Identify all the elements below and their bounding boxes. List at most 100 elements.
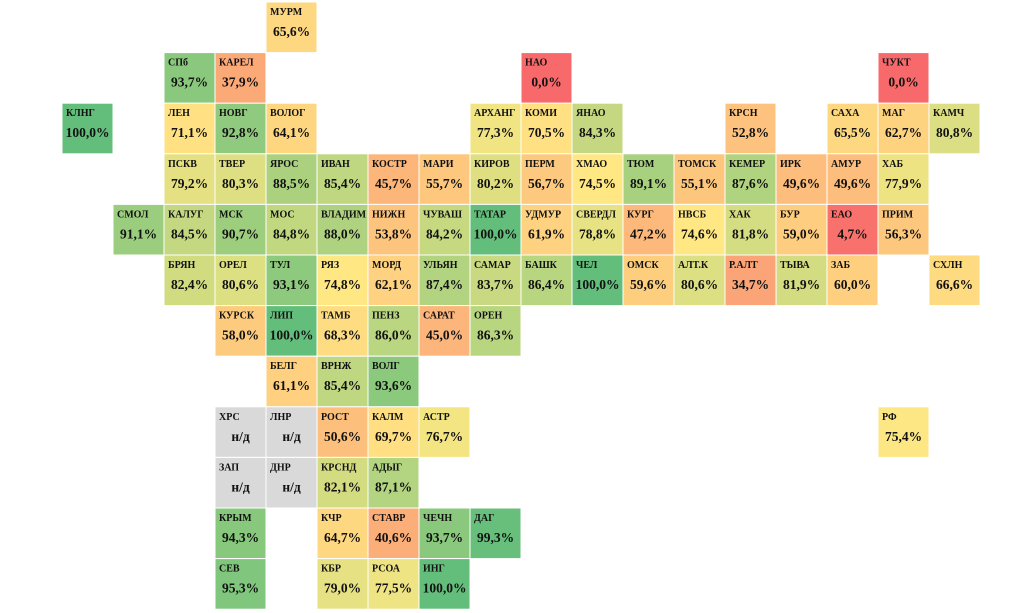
region-value: 93,1% [273,277,310,292]
region-value: 70,5% [528,125,565,140]
region-value: 79,0% [324,581,361,596]
region-label: ДНР [270,462,291,473]
region-tile [316,558,369,610]
region-label: КЧР [321,513,342,524]
region-label: АЛТ.К [678,260,709,271]
region-value: 95,3% [222,581,259,596]
region-label: МСК [219,209,244,220]
region-tile [214,558,267,610]
region-tile [571,254,624,307]
region-tile [418,406,471,458]
region-value: 81,8% [732,226,769,241]
region-tile [622,254,675,307]
region-value: 74,6% [681,226,718,241]
region-tile [673,203,726,256]
region-tile [622,203,675,256]
region-value: 100,0% [576,277,620,292]
region-tile [418,254,471,307]
region-label: ОРЕН [474,311,503,322]
region-label: ЗАБ [831,260,851,271]
region-value: 85,4% [324,176,361,191]
region-label: ВРНЖ [321,361,352,372]
region-tile [520,52,573,104]
region-label: РСОА [372,564,401,575]
region-value: 80,6% [222,277,259,292]
region-tile [775,153,828,205]
region-label: БУР [780,209,800,220]
region-value: н/д [231,429,250,444]
region-value: 100,0% [66,125,110,140]
region-value: 86,0% [375,328,412,343]
region-value: н/д [231,479,250,494]
region-label: КОМИ [525,108,557,119]
region-label: ДАГ [474,513,494,524]
region-tile [163,52,216,104]
region-tile [877,153,930,205]
region-label: ЕАО [831,209,852,220]
region-value: 56,3% [885,226,922,241]
region-value: 0,0% [888,75,918,90]
region-tile [316,153,369,205]
region-label: ТЮМ [627,159,655,170]
region-tile [826,254,879,307]
region-label: ХМАО [576,159,607,170]
region-tile [673,153,726,205]
region-label: КАЛУГ [168,209,204,220]
region-value: 74,8% [324,277,361,292]
region-tile [214,52,267,104]
region-tile [418,558,471,610]
region-value: 37,9% [222,75,259,90]
region-value: 66,6% [936,277,973,292]
region-label: АМУР [831,159,861,170]
region-tile [367,203,420,256]
region-value: 87,1% [375,479,412,494]
region-tile [724,153,777,205]
region-value: 80,2% [477,176,514,191]
region-label: КАРЕЛ [219,58,254,69]
region-label: ВОЛГ [372,361,400,372]
region-label: САМАР [474,260,511,271]
region-value: 84,2% [426,226,463,241]
region-value: 77,9% [885,176,922,191]
region-label: ЧУКТ [882,58,911,69]
region-label: ИРК [780,159,802,170]
region-tile [775,254,828,307]
region-tile [214,102,267,155]
region-label: СТАВР [372,513,405,524]
region-label: КЛНГ [66,108,95,119]
region-label: КОСТР [372,159,407,170]
region-label: МУРМ [270,7,303,18]
region-label: ПРИМ [882,209,914,220]
region-label: КРСНД [321,462,356,473]
region-tile [214,456,267,509]
region-value: 40,6% [375,530,412,545]
region-tile [265,1,318,54]
region-value: 50,6% [324,429,361,444]
region-tile [877,406,930,458]
region-tile [418,153,471,205]
region-label: ЗАП [219,462,239,473]
region-tile [469,102,522,155]
region-label: ЯНАО [576,108,606,119]
region-label: ЛИП [270,311,293,322]
region-tile [367,456,420,509]
region-tile [571,102,624,155]
region-value: 84,8% [273,226,310,241]
region-label: АСТР [423,412,450,423]
region-value: 64,1% [273,125,310,140]
region-tile [214,406,267,458]
region-tile [418,507,471,560]
region-value: 76,7% [426,429,463,444]
region-label: КЕМЕР [729,159,765,170]
region-value: 45,0% [426,328,463,343]
region-value: 62,1% [375,277,412,292]
region-label: НВСБ [678,209,707,220]
region-tile [265,355,318,408]
region-value: 93,7% [426,530,463,545]
region-value: 74,5% [579,176,616,191]
region-value: 77,3% [477,125,514,140]
region-value: 87,6% [732,176,769,191]
region-value: 61,9% [528,226,565,241]
region-value: 80,8% [936,125,973,140]
region-tile [928,254,981,307]
